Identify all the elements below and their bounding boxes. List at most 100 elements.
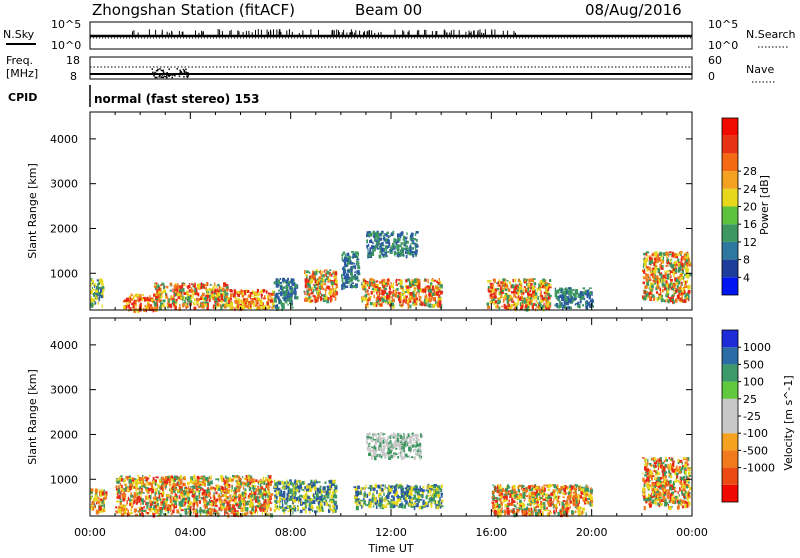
power-echo-cell [280, 286, 282, 290]
velocity-echo-cell [159, 498, 161, 501]
power-echo-cell [325, 291, 326, 295]
velocity-echo-cell [218, 478, 219, 481]
velocity-echo-cell [141, 498, 144, 502]
power-echo-cell [498, 300, 501, 302]
power-echo-cell [379, 281, 382, 284]
velocity-echo-cell [138, 507, 141, 509]
power-echo-cell [434, 289, 435, 292]
power-ytick-label: 1000 [50, 267, 78, 280]
power-echo-cell [341, 286, 343, 290]
velocity-echo-cell [155, 510, 157, 513]
power-echo-cell [395, 294, 398, 298]
power-echo-cell [511, 304, 513, 308]
velocity-echo-cell [270, 508, 272, 512]
power-echo-cell [498, 281, 499, 284]
power-echo-cell [503, 281, 505, 284]
power-echo-cell [352, 257, 354, 259]
power-echo-cell [265, 296, 266, 298]
power-echo-cell [97, 297, 98, 299]
power-echo-cell [575, 289, 578, 293]
power-echo-cell [400, 281, 403, 284]
power-echo-cell [343, 272, 345, 276]
power-echo-cell [583, 287, 585, 289]
velocity-echo-cell [99, 506, 102, 509]
power-echo-cell [373, 231, 374, 233]
velocity-echo-cell [103, 510, 105, 512]
power-echo-cell [348, 278, 349, 282]
freq-dot [166, 75, 168, 77]
freq-panel: Freq. [MHz] 18 8 60 0 Nave [6, 54, 775, 83]
velocity-echo-cell [274, 480, 276, 483]
power-echo-cell [216, 300, 218, 302]
power-echo-cell [428, 279, 429, 283]
power-echo-cell [685, 252, 686, 254]
velocity-echo-cell [164, 507, 165, 510]
velocity-echo-cell [280, 501, 282, 503]
power-echo-cell [649, 257, 651, 261]
power-echo-cell [643, 270, 645, 274]
velocity-echo-cell [199, 495, 200, 498]
velocity-echo-cell [205, 477, 208, 481]
power-echo-cell [537, 302, 538, 304]
freq-tick-top: 18 [66, 54, 80, 67]
power-echo-cell [91, 304, 94, 308]
power-echo-cell [506, 285, 509, 288]
velocity-echo-cell [199, 493, 200, 496]
power-echo-cell [669, 254, 672, 256]
power-echo-cell [383, 253, 384, 257]
power-echo-cell [579, 294, 581, 298]
power-echo-cell [674, 291, 675, 293]
power-echo-cell [681, 288, 682, 290]
power-echo-cell [669, 273, 671, 275]
velocity-echo-cell [184, 483, 186, 486]
power-echo-cell [555, 293, 558, 297]
power-echo-cell [589, 295, 591, 299]
velocity-echo-cell [129, 499, 132, 502]
velocity-echo-cell [143, 492, 145, 494]
velocity-echo-cell [226, 479, 229, 483]
freq-dot [152, 72, 154, 74]
power-echo-cell [412, 254, 414, 257]
velocity-echo-cell [327, 486, 330, 488]
power-echo-cell [246, 289, 247, 291]
power-echo-cell [661, 263, 662, 265]
velocity-echo-cell [180, 514, 182, 517]
power-echo-cell [98, 302, 99, 305]
velocity-echo-cell [117, 500, 118, 502]
power-echo-cell [556, 296, 558, 299]
velocity-echo-cell [172, 475, 173, 478]
power-echo-cell [407, 303, 409, 305]
velocity-echo-cell [239, 482, 241, 484]
power-echo-cell [426, 298, 429, 302]
velocity-echo-cell [105, 494, 106, 498]
station-title: Zhongshan Station (fitACF) [92, 1, 295, 19]
power-echo-cell [682, 257, 684, 259]
power-echo-cell [578, 293, 579, 297]
power-echo-cell [250, 295, 251, 300]
freq-dot [183, 76, 185, 78]
power-echo-cell [376, 242, 378, 246]
freq-dot [172, 77, 174, 79]
power-echo-cell [380, 297, 381, 301]
velocity-echo-cell [207, 482, 210, 486]
velocity-echo-cell [268, 495, 269, 498]
power-echo-cell [402, 286, 404, 288]
velocity-echo-cell [232, 475, 235, 477]
power-echo-cell [414, 238, 416, 240]
power-echo-cell [537, 296, 539, 300]
power-echo-cell [413, 305, 416, 307]
power-echo-cell [658, 268, 660, 273]
velocity-echo-cell [335, 490, 338, 492]
velocity-echo-cell [234, 487, 237, 489]
power-echo-cell [255, 293, 257, 296]
freq-dot [152, 68, 154, 70]
power-echo-cell [318, 289, 320, 292]
velocity-echo-cell [118, 486, 120, 488]
power-echo-cell [374, 295, 375, 298]
power-echo-cell [374, 238, 375, 241]
velocity-echo-cell [203, 476, 205, 478]
power-echo-cell [511, 301, 514, 303]
power-echo-cell [329, 292, 332, 294]
velocity-echo-cell [126, 483, 128, 487]
power-echo-cell [212, 291, 214, 294]
